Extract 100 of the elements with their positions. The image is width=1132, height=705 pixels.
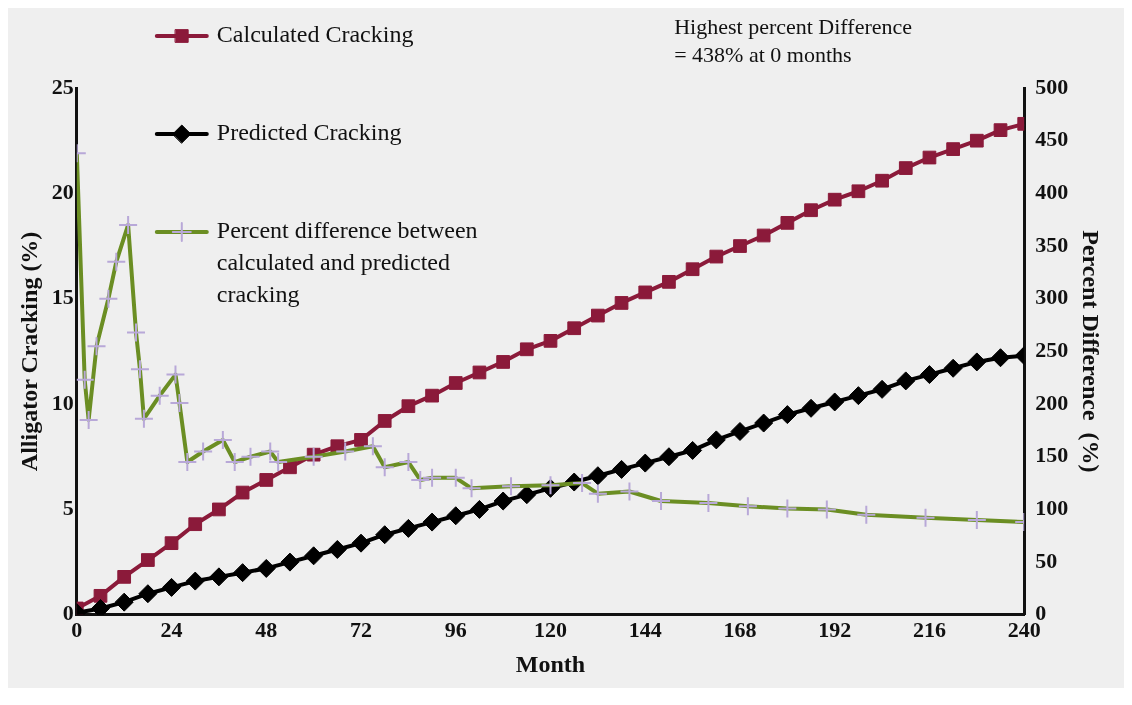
point: [354, 433, 368, 447]
point: [469, 499, 489, 519]
point: [138, 584, 158, 604]
y2-tick-label: 300: [1035, 284, 1069, 310]
x-tick-label: 48: [255, 616, 278, 642]
point: [875, 173, 889, 188]
y2-tick-label: 350: [1035, 231, 1069, 257]
point: [898, 161, 913, 175]
y-tick-label: 10: [51, 389, 74, 415]
point: [164, 536, 179, 551]
x-tick-label: 72: [350, 616, 373, 642]
y2-tick-label: 400: [1035, 179, 1069, 205]
point: [804, 203, 818, 218]
point: [422, 512, 442, 532]
y2-tick-label: 200: [1035, 389, 1069, 415]
point: [801, 398, 821, 418]
y2-tick-label: 450: [1035, 126, 1069, 152]
point: [946, 142, 961, 156]
x-tick-label: 168: [723, 616, 757, 642]
y2-tick-label: 100: [1035, 495, 1069, 521]
y2-tick-label: 50: [1035, 547, 1058, 573]
point: [493, 491, 513, 511]
point: [401, 399, 416, 414]
point: [919, 365, 939, 385]
point: [114, 592, 134, 612]
point: [851, 184, 866, 199]
point: [448, 376, 463, 390]
y-tick-label: 25: [51, 73, 74, 99]
point: [709, 249, 724, 264]
point: [377, 414, 392, 428]
point: [351, 533, 371, 553]
x-tick-label: 216: [912, 616, 946, 642]
point: [943, 358, 963, 378]
point: [591, 308, 605, 323]
y2-tick-label: 150: [1035, 442, 1069, 468]
point: [233, 563, 253, 583]
x-axis-title: Month: [515, 650, 586, 677]
point: [756, 228, 771, 243]
point: [280, 552, 300, 572]
x-tick-label: 144: [628, 616, 662, 642]
point: [209, 567, 229, 587]
point: [543, 334, 558, 348]
point: [140, 553, 155, 567]
point: [375, 525, 395, 545]
point: [472, 365, 487, 380]
point: [117, 570, 132, 584]
point: [706, 430, 726, 450]
point: [188, 517, 203, 532]
point: [496, 355, 510, 369]
y-tick-label: 0: [62, 600, 74, 626]
text: Highest percent Difference = 438% at 0 months: [674, 13, 913, 67]
point: [730, 421, 750, 441]
point: [327, 539, 347, 559]
point: [612, 459, 632, 479]
point: [872, 379, 892, 399]
point: [969, 133, 984, 148]
point: [398, 518, 418, 538]
y2-tick-label: 250: [1035, 337, 1069, 363]
y-tick-label: 5: [62, 495, 74, 521]
y-tick-label: 20: [51, 179, 74, 205]
point: [754, 413, 774, 433]
point: [967, 352, 987, 372]
y-axis-title: Alligator Cracking (%): [15, 231, 42, 472]
point: [991, 348, 1011, 368]
point: [827, 192, 842, 207]
y-tick-label: 15: [51, 284, 74, 310]
point: [848, 386, 868, 406]
point: [780, 216, 795, 230]
point: [683, 440, 703, 460]
point: [259, 473, 274, 487]
point: [446, 506, 466, 526]
point: [93, 588, 108, 603]
point: [685, 262, 700, 277]
y2-tick-label: 500: [1035, 73, 1069, 99]
point: [519, 342, 534, 357]
point: [185, 571, 205, 591]
x-tick-label: 96: [444, 616, 467, 642]
legend-label: Calculated Cracking: [216, 21, 414, 48]
point: [614, 296, 629, 310]
point: [425, 388, 439, 403]
point: [922, 150, 937, 165]
point: [517, 485, 537, 505]
point: [588, 466, 608, 486]
point: [659, 447, 679, 467]
x-tick-label: 120: [534, 616, 567, 642]
point: [896, 371, 916, 391]
legend-label: Percent difference between calculated and predicted cracking: [216, 217, 478, 308]
point: [733, 239, 747, 253]
x-tick-label: 192: [818, 616, 852, 642]
point: [662, 275, 676, 289]
point: [212, 502, 226, 517]
point: [567, 321, 582, 336]
point: [638, 285, 653, 300]
point: [993, 123, 1008, 138]
y2-axis-title: Percent Difference (%): [1078, 230, 1105, 473]
point: [162, 577, 182, 597]
point: [777, 405, 797, 425]
point: [256, 558, 276, 578]
point: [635, 453, 655, 473]
x-tick-label: 24: [160, 616, 183, 642]
